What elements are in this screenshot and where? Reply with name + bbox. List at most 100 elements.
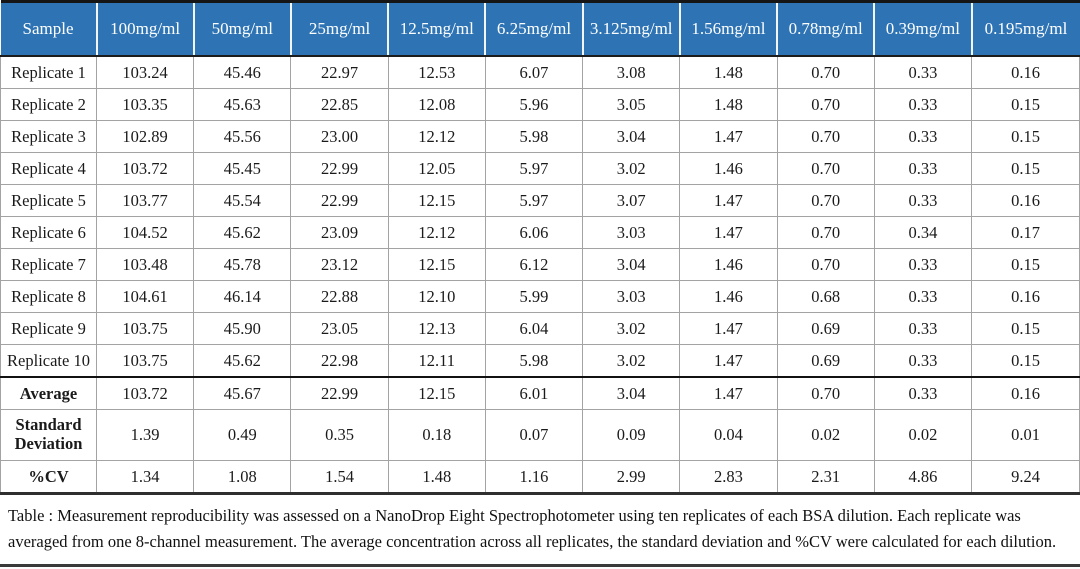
value-cell: 12.53 (387, 55, 486, 89)
value-cell: 0.15 (971, 152, 1080, 185)
value-cell: 45.54 (193, 184, 292, 217)
table-header-row: Sample 100mg/ml 50mg/ml 25mg/ml 12.5mg/ml 6.2… (0, 1, 1080, 57)
value-cell: 0.70 (776, 120, 875, 153)
caption-text: Table : Measurement reproducibility was … (8, 506, 1057, 552)
value-cell: 103.72 (95, 376, 195, 410)
value-cell: 1.47 (679, 120, 778, 153)
value-cell: 45.56 (193, 120, 292, 153)
value-cell: 22.99 (290, 184, 389, 217)
value-cell: 3.04 (582, 120, 681, 153)
row-label: Replicate 6 (0, 216, 97, 249)
value-cell: 0.70 (776, 152, 875, 185)
value-cell: 0.18 (387, 409, 486, 461)
value-cell: 0.15 (971, 344, 1080, 378)
value-cell: 0.69 (776, 312, 875, 345)
value-cell: 0.16 (971, 280, 1080, 313)
value-cell: 1.16 (484, 460, 584, 494)
value-cell: 5.97 (484, 184, 584, 217)
value-cell: 0.70 (776, 216, 875, 249)
value-cell: 0.33 (873, 344, 973, 378)
value-cell: 45.63 (193, 88, 292, 121)
value-cell: 5.99 (484, 280, 584, 313)
value-cell: 1.47 (679, 376, 778, 410)
value-cell: 9.24 (971, 460, 1080, 494)
value-cell: 0.33 (873, 280, 973, 313)
row-label: Replicate 1 (0, 55, 97, 89)
value-cell: 3.04 (582, 248, 681, 281)
value-cell: 0.33 (873, 152, 973, 185)
concentration-column-header: 12.5mg/ml (387, 1, 486, 57)
row-label: Replicate 9 (0, 312, 97, 345)
value-cell: 12.13 (387, 312, 486, 345)
value-cell: 0.01 (971, 409, 1080, 461)
sample-column-header: Sample (0, 1, 97, 57)
value-cell: 5.98 (484, 120, 584, 153)
row-label: Standard Deviation (0, 409, 97, 461)
value-cell: 1.47 (679, 312, 778, 345)
value-cell: 103.35 (95, 88, 195, 121)
table-row: Replicate 2 103.35 45.63 22.85 12.08 5.96 3.05… (0, 88, 1080, 121)
table-row: Replicate 4 103.72 45.45 22.99 12.05 5.97 3.02… (0, 152, 1080, 185)
value-cell: 0.33 (873, 312, 973, 345)
row-label: Replicate 2 (0, 88, 97, 121)
value-cell: 1.08 (193, 460, 292, 494)
value-cell: 1.48 (387, 460, 486, 494)
value-cell: 102.89 (95, 120, 195, 153)
value-cell: 103.24 (95, 55, 195, 89)
value-cell: 0.16 (971, 184, 1080, 217)
value-cell: 22.88 (290, 280, 389, 313)
value-cell: 104.52 (95, 216, 195, 249)
value-cell: 0.49 (193, 409, 292, 461)
value-cell: 5.96 (484, 88, 584, 121)
value-cell: 0.70 (776, 376, 875, 410)
value-cell: 1.34 (95, 460, 195, 494)
value-cell: 22.97 (290, 55, 389, 89)
value-cell: 45.46 (193, 55, 292, 89)
value-cell: 3.02 (582, 312, 681, 345)
row-label: Replicate 10 (0, 344, 97, 378)
concentration-column-header: 3.125mg/ml (581, 1, 680, 57)
value-cell: 3.05 (582, 88, 681, 121)
value-cell: 23.05 (290, 312, 389, 345)
value-cell: 12.12 (387, 216, 486, 249)
value-cell: 103.77 (95, 184, 195, 217)
row-label: Replicate 8 (0, 280, 97, 313)
value-cell: 45.78 (193, 248, 292, 281)
concentration-column-header: 6.25mg/ml (484, 1, 583, 57)
table-row: Replicate 6 104.52 45.62 23.09 12.12 6.06 3.03… (0, 216, 1080, 249)
value-cell: 0.02 (873, 409, 973, 461)
value-cell: 3.08 (582, 55, 681, 89)
table-row: Replicate 10 103.75 45.62 22.98 12.11 5.98 3.0… (0, 344, 1080, 378)
value-cell: 0.33 (873, 55, 973, 89)
value-cell: 4.86 (873, 460, 973, 494)
table-row: Average 103.72 45.67 22.99 12.15 6.01 3.04 1.47… (0, 376, 1080, 410)
value-cell: 0.16 (971, 376, 1080, 410)
value-cell: 1.47 (679, 184, 778, 217)
value-cell: 1.48 (679, 55, 778, 89)
value-cell: 45.90 (193, 312, 292, 345)
value-cell: 12.15 (387, 184, 486, 217)
value-cell: 103.75 (95, 344, 195, 378)
value-cell: 12.15 (387, 376, 486, 410)
concentration-column-header: 1.56mg/ml (678, 1, 778, 57)
value-cell: 103.72 (95, 152, 195, 185)
value-cell: 2.99 (582, 460, 681, 494)
value-cell: 1.46 (679, 280, 778, 313)
value-cell: 3.03 (582, 280, 681, 313)
value-cell: 0.35 (290, 409, 389, 461)
value-cell: 22.99 (290, 376, 389, 410)
value-cell: 6.12 (484, 248, 584, 281)
table-body: Replicate 1 103.24 45.46 22.97 12.53 6.07 3.08… (0, 55, 1080, 494)
value-cell: 103.75 (95, 312, 195, 345)
value-cell: 45.62 (193, 216, 292, 249)
value-cell: 104.61 (95, 280, 195, 313)
table-row: Replicate 1 103.24 45.46 22.97 12.53 6.07 3.08… (0, 55, 1080, 89)
value-cell: 0.04 (679, 409, 778, 461)
value-cell: 0.09 (582, 409, 681, 461)
value-cell: 5.97 (484, 152, 584, 185)
value-cell: 1.47 (679, 344, 778, 378)
row-label: %CV (0, 460, 97, 494)
value-cell: 1.39 (95, 409, 195, 461)
value-cell: 0.69 (776, 344, 875, 378)
value-cell: 0.33 (873, 376, 973, 410)
